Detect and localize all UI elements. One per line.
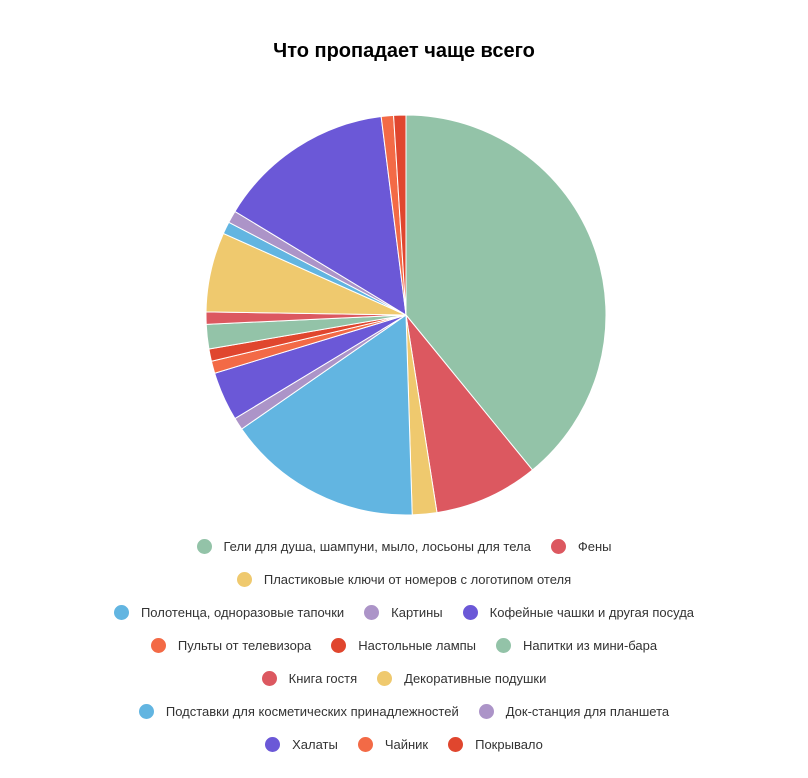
legend-item[interactable]: Картины	[364, 605, 443, 620]
legend-item[interactable]: Фены	[550, 539, 612, 554]
legend-label: Напитки из мини-бара	[523, 638, 658, 653]
legend-row: Пульты от телевизора Настольные лампы Напи…	[0, 629, 808, 662]
legend-swatch-icon	[236, 572, 252, 587]
legend-label: Декоративные подушки	[404, 671, 547, 686]
legend-row: Гели для душа, шампуни, мыло, лосьоны дл…	[0, 530, 808, 563]
legend-label: Настольные лампы	[358, 638, 477, 653]
legend-item[interactable]: Напитки из мини-бара	[496, 638, 657, 653]
legend-item[interactable]: Декоративные подушки	[377, 671, 546, 686]
pie-slice-0[interactable]	[405, 114, 607, 471]
legend-swatch-icon	[138, 704, 154, 719]
legend-item[interactable]: Книга гостя	[261, 671, 358, 686]
legend-label: Пластиковые ключи от номеров с логотипом…	[263, 572, 572, 587]
legend-item[interactable]: Пластиковые ключи от номеров с логотипом…	[236, 572, 572, 587]
legend-swatch-icon	[261, 671, 277, 686]
chart-title: Что пропадает чаще всего	[273, 40, 535, 62]
legend-swatch-icon	[113, 605, 129, 620]
legend-row: Подставки для косметических принадлежнос…	[0, 695, 808, 728]
legend-item[interactable]: Гели для душа, шампуни, мыло, лосьоны дл…	[196, 539, 531, 554]
legend-label: Картины	[391, 605, 443, 620]
legend-swatch-icon	[448, 737, 464, 752]
legend-item[interactable]: Чайник	[357, 737, 429, 752]
legend-item[interactable]: Настольные лампы	[331, 638, 476, 653]
legend-label: Док-станция для планшета	[505, 704, 670, 719]
legend-swatch-icon	[331, 638, 347, 653]
legend-swatch-icon	[357, 737, 373, 752]
legend-swatch-icon	[496, 638, 512, 653]
legend-swatch-icon	[364, 605, 380, 620]
legend-item[interactable]: Док-станция для планшета	[478, 704, 670, 719]
legend-label: Кофейные чашки и другая посуда	[489, 605, 695, 620]
legend-swatch-icon	[150, 638, 166, 653]
legend-label: Покрывало	[475, 737, 543, 752]
pie-slice-15[interactable]	[393, 114, 407, 316]
legend-item[interactable]: Пульты от телевизора	[150, 638, 312, 653]
legend-label: Подставки для косметических принадлежнос…	[165, 704, 459, 719]
legend-swatch-icon	[550, 539, 566, 554]
pie-chart	[205, 114, 607, 516]
legend-label: Гели для душа, шампуни, мыло, лосьоны дл…	[223, 539, 531, 554]
legend-label: Фены	[577, 539, 612, 554]
legend-row: Пластиковые ключи от номеров с логотипом…	[0, 563, 808, 596]
legend-item[interactable]: Полотенца, одноразовые тапочки	[113, 605, 345, 620]
legend-item[interactable]: Покрывало	[448, 737, 543, 752]
legend-swatch-icon	[478, 704, 494, 719]
pie-slice-3[interactable]	[240, 314, 413, 516]
legend-label: Халаты	[292, 737, 338, 752]
legend-item[interactable]: Подставки для косметических принадлежнос…	[138, 704, 459, 719]
legend-row: Книга гостя Декоративные подушки	[0, 662, 808, 695]
legend-item[interactable]: Кофейные чашки и другая посуда	[462, 605, 695, 620]
legend-swatch-icon	[377, 671, 393, 686]
pie-slice-1[interactable]	[405, 313, 534, 514]
pie-slice-13[interactable]	[234, 115, 407, 316]
legend-label: Полотенца, одноразовые тапочки	[140, 605, 345, 620]
legend-swatch-icon	[196, 539, 212, 554]
legend-label: Книга гостя	[288, 671, 358, 686]
legend-item[interactable]: Халаты	[265, 737, 338, 752]
legend: Гели для душа, шампуни, мыло, лосьоны дл…	[0, 530, 808, 761]
legend-swatch-icon	[462, 605, 478, 620]
legend-label: Пульты от телевизора	[177, 638, 312, 653]
legend-row: Халаты Чайник Покрывало	[0, 728, 808, 761]
legend-row: Полотенца, одноразовые тапочки Картины Коф…	[0, 596, 808, 629]
legend-swatch-icon	[265, 737, 281, 752]
legend-label: Чайник	[384, 737, 429, 752]
